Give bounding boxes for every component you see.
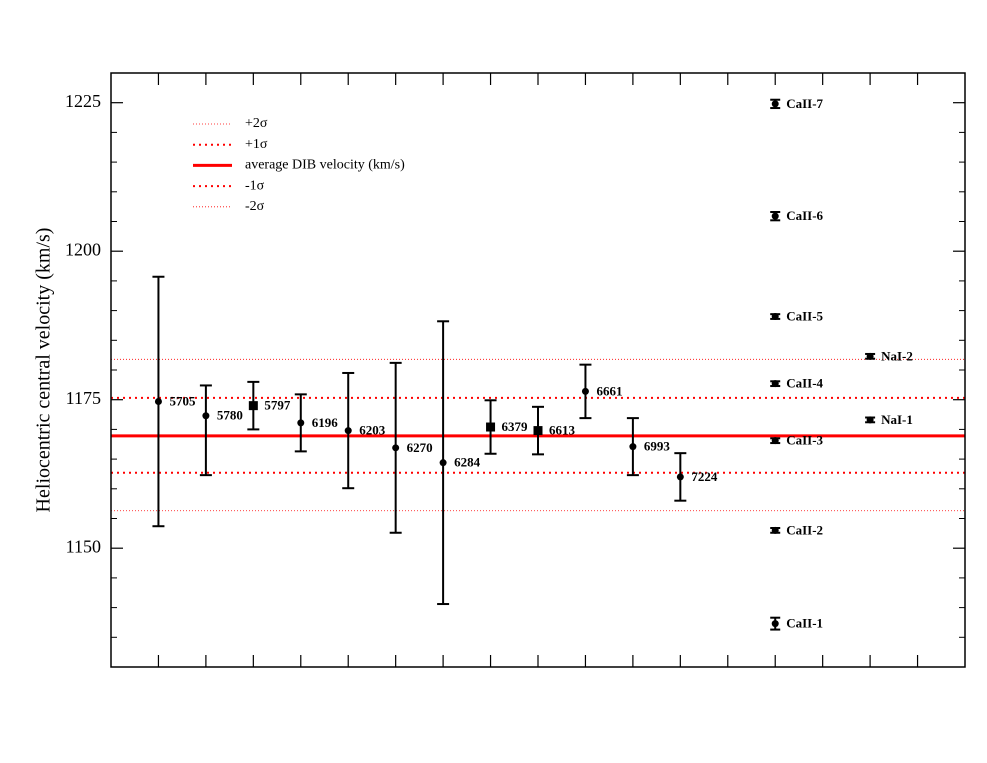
legend-label: -1σ [245,178,265,193]
point-label: CaII-3 [786,433,823,448]
point [202,412,210,420]
point-label: CaII-1 [786,616,823,631]
y-tick-label: 1200 [65,239,101,259]
point [771,437,779,445]
point-label: 5780 [217,408,243,423]
point [248,401,258,411]
point-label: 6284 [454,455,481,470]
point-label: 6196 [312,415,339,430]
point [771,620,779,628]
point [392,444,400,452]
point [771,526,779,534]
point-label: 6661 [596,383,622,398]
point [297,419,305,427]
legend-label: -2σ [245,199,265,214]
point-label: 6203 [359,423,386,438]
point [344,427,352,435]
point-label: 6379 [502,419,529,434]
point [533,426,543,436]
point [771,212,779,220]
point-label: CaII-6 [786,208,823,223]
plot-frame [110,72,966,668]
point-label: 7224 [691,469,718,484]
y-axis-label: Heliocentric central velocity (km/s) [33,228,55,513]
point [866,416,874,424]
point-label: 6993 [644,439,671,454]
legend-label: average DIB velocity (km/s) [245,158,405,173]
point [439,459,447,467]
point [154,397,162,405]
point [771,100,779,108]
point-label: NaI-1 [881,412,913,427]
y-tick-label: 1175 [66,388,101,408]
y-tick-label: 1150 [66,536,101,556]
point-label: 6270 [407,440,433,455]
legend-label: +1σ [245,137,268,152]
point-label: CaII-4 [786,376,823,391]
point [771,313,779,321]
point-label: CaII-5 [786,309,823,324]
legend-label: +2σ [245,116,268,131]
point-label: 6613 [549,423,576,438]
point [581,387,589,395]
point-label: CaII-7 [786,96,823,111]
y-tick-label: 1225 [65,91,101,111]
point [629,443,637,451]
point [676,473,684,481]
point-label: NaI-2 [881,348,913,363]
point-label: 5705 [169,393,196,408]
point-label: CaII-2 [786,522,823,537]
point-label: 5797 [264,398,291,413]
point [771,380,779,388]
point [486,422,496,432]
point [866,352,874,360]
